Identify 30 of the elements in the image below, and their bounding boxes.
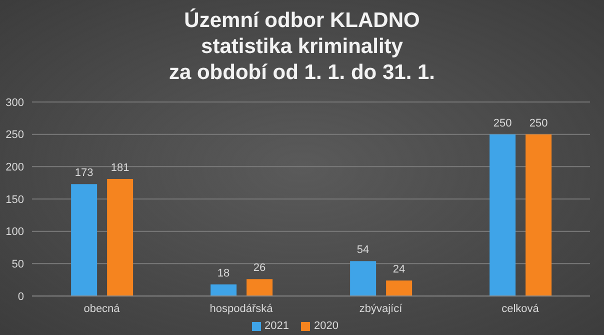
bar (246, 279, 273, 296)
bar (350, 261, 376, 296)
y-tick-label: 50 (12, 258, 24, 271)
y-tick-label: 100 (6, 226, 24, 238)
data-label: 26 (253, 262, 266, 274)
data-label: 250 (529, 117, 548, 130)
y-tick-label: 0 (18, 290, 24, 303)
legend-label: 2020 (314, 320, 338, 332)
x-tick-label: hospodářská (210, 302, 274, 315)
legend-label: 2021 (264, 320, 289, 332)
data-label: 24 (392, 263, 406, 276)
y-tick-label: 200 (6, 162, 24, 174)
y-tick-label: 300 (6, 96, 24, 109)
y-tick-label: 250 (6, 129, 24, 142)
bar (526, 134, 552, 296)
x-tick-label: zbývající (359, 302, 404, 315)
bar (490, 134, 516, 296)
bar (107, 178, 134, 296)
data-label: 54 (356, 244, 370, 256)
data-label: 18 (217, 267, 230, 280)
x-tick-label: obecná (84, 302, 121, 315)
data-label: 181 (110, 162, 130, 174)
y-tick-label: 150 (6, 194, 24, 206)
bar (386, 280, 412, 296)
data-label: 250 (493, 117, 512, 130)
bar (210, 284, 237, 296)
bar (71, 184, 98, 296)
x-tick-label: celková (502, 302, 540, 315)
chart-title: Územní odbor KLADNO statistika kriminality za období od 1. 1. do 31. 1. (168, 7, 436, 86)
data-label: 173 (74, 167, 94, 180)
